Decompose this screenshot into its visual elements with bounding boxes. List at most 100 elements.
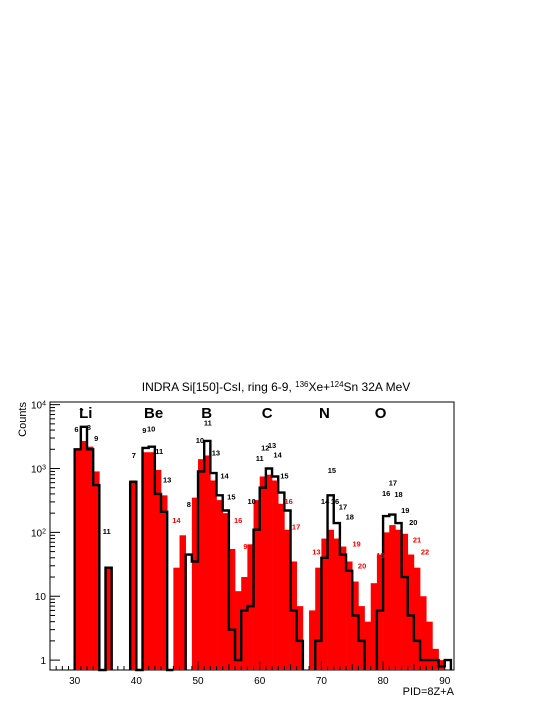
annotation-7: 10 xyxy=(147,424,155,433)
y-tick-label-3: 103 xyxy=(31,464,46,476)
element-labels: Li Be B C N O xyxy=(79,405,387,422)
annotation-25: 16 xyxy=(285,497,293,506)
red-bar-4 xyxy=(105,567,112,670)
annotation-0: 6 xyxy=(74,425,78,434)
red-bar-7 xyxy=(148,452,156,670)
annotation-27: 13 xyxy=(312,548,320,557)
red-bar-45 xyxy=(401,533,409,670)
y-axis: 1 10 102 103 104 xyxy=(31,400,60,667)
y-axis-label: Counts xyxy=(17,402,29,437)
red-bar-51 xyxy=(438,660,446,670)
red-bar-49 xyxy=(426,621,433,670)
annotation-23: 14 xyxy=(273,450,282,459)
annotation-26: 17 xyxy=(292,523,300,532)
x-tick-label-6: 90 xyxy=(439,676,451,687)
red-bar-5 xyxy=(130,480,137,670)
x-tick-label-5: 80 xyxy=(378,676,390,687)
annotation-17: 16 xyxy=(234,516,242,525)
red-bar-17 xyxy=(222,513,230,670)
annotation-32: 18 xyxy=(346,512,354,521)
red-bar-38 xyxy=(358,606,365,670)
annotation-14: 13 xyxy=(212,448,220,457)
x-tick-label-0: 30 xyxy=(69,676,81,687)
annotation-12: 10 xyxy=(196,436,204,445)
annotation-24: 15 xyxy=(280,471,288,480)
element-label-c: C xyxy=(262,405,273,422)
annotation-34: 20 xyxy=(358,562,366,571)
annotation-10: 14 xyxy=(172,516,181,525)
red-bar-3 xyxy=(93,471,100,670)
y-tick-label-4: 104 xyxy=(31,400,46,412)
annotation-29: 15 xyxy=(328,466,336,475)
red-bar-41 xyxy=(376,554,384,670)
annotation-41: 21 xyxy=(413,535,421,544)
annotation-6: 9 xyxy=(142,426,146,435)
annotation-8: 11 xyxy=(155,447,163,456)
x-tick-label-1: 40 xyxy=(131,676,143,687)
annotation-22: 13 xyxy=(268,441,276,450)
x-tick-label-3: 60 xyxy=(254,676,266,687)
red-bar-30 xyxy=(309,610,316,670)
red-bar-19 xyxy=(235,591,242,670)
red-bar-16 xyxy=(216,500,223,670)
annotation-11: 8 xyxy=(187,500,191,509)
black-outline-histogram xyxy=(73,425,453,672)
annotation-15: 14 xyxy=(220,471,229,480)
annotation-19: 10 xyxy=(248,497,256,506)
red-bar-43 xyxy=(389,525,396,670)
red-bar-2 xyxy=(87,446,94,670)
red-bar-42 xyxy=(383,532,390,670)
element-label-be: Be xyxy=(144,405,163,422)
red-bar-28 xyxy=(290,561,298,670)
annotation-18: 9 xyxy=(243,542,247,551)
red-bar-25 xyxy=(272,480,279,670)
chart-title: INDRA Si[150]-CsI, ring 6-9, 136Xe+124Sn… xyxy=(142,380,411,395)
annotation-40: 20 xyxy=(409,518,417,527)
y-tick-label-1: 10 xyxy=(35,592,47,603)
red-bar-37 xyxy=(352,581,359,670)
annotation-35: 15 xyxy=(376,551,384,560)
annotation-4: 11 xyxy=(103,527,111,536)
x-tick-label-4: 70 xyxy=(316,676,328,687)
red-bar-39 xyxy=(364,621,372,670)
annotation-33: 19 xyxy=(352,540,360,549)
annotation-36: 16 xyxy=(382,489,390,498)
red-bar-48 xyxy=(420,596,427,670)
annotation-1: 7 xyxy=(79,407,83,416)
annotation-13: 11 xyxy=(204,419,212,428)
red-bar-11 xyxy=(179,535,186,670)
red-bar-12 xyxy=(191,497,199,670)
annotation-30: 16 xyxy=(331,497,339,506)
annotation-21: 12 xyxy=(261,444,269,453)
red-bar-24 xyxy=(265,474,273,670)
red-bar-series xyxy=(74,440,446,670)
red-bar-20 xyxy=(241,577,248,670)
red-bar-8 xyxy=(154,469,162,670)
red-bar-35 xyxy=(339,546,347,670)
y-tick-label-2: 102 xyxy=(31,528,46,540)
x-tick-label-2: 50 xyxy=(192,676,204,687)
annotation-42: 22 xyxy=(421,548,429,557)
red-bar-40 xyxy=(370,583,378,670)
red-bar-10 xyxy=(173,567,180,670)
annotation-31: 17 xyxy=(339,502,347,511)
annotation-5: 7 xyxy=(132,451,136,460)
red-bar-36 xyxy=(346,561,353,670)
red-bar-22 xyxy=(253,500,261,670)
element-label-n: N xyxy=(319,405,330,422)
annotation-39: 19 xyxy=(401,506,409,515)
red-bar-29 xyxy=(296,606,304,670)
red-bar-44 xyxy=(395,529,402,670)
red-bar-26 xyxy=(278,503,285,670)
red-bar-33 xyxy=(327,529,335,670)
annotation-3: 9 xyxy=(94,434,98,443)
element-label-li: Li xyxy=(79,405,92,422)
annotation-38: 18 xyxy=(394,490,402,499)
red-bar-6 xyxy=(142,452,149,670)
red-bar-27 xyxy=(284,529,291,670)
red-bar-34 xyxy=(333,538,341,670)
y-tick-label-0: 1 xyxy=(40,656,46,667)
element-label-b: B xyxy=(201,405,212,422)
